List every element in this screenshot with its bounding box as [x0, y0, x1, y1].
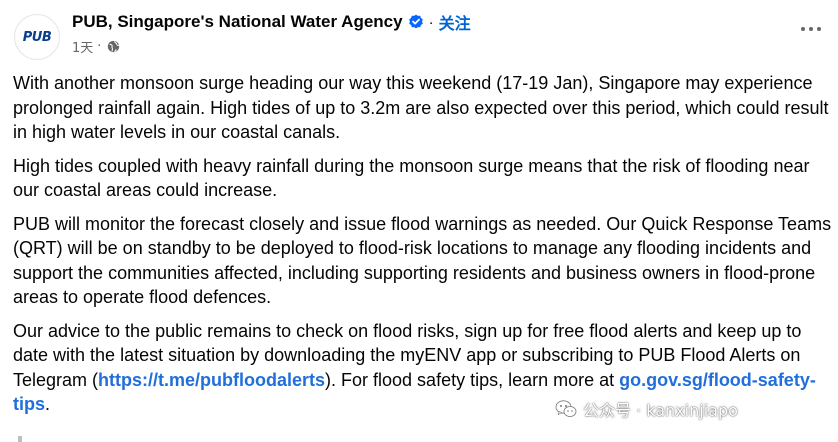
watermark-text: 公众号 · kanxinjiapo: [583, 401, 738, 420]
p4-text-3: .: [45, 394, 51, 414]
post-timestamp[interactable]: 1天: [72, 40, 94, 56]
telegram-link[interactable]: https://t.me/pubfloodalerts: [98, 369, 326, 390]
more-options-icon[interactable]: [796, 14, 826, 44]
page-avatar[interactable]: PUB: [14, 14, 60, 60]
post-body: With another monsoon surge heading our w…: [13, 71, 835, 426]
post-header: PUB PUB, Singapore's National Water Agen…: [12, 8, 826, 62]
p4-text-1: Our advice to the public remains to chec…: [13, 320, 802, 390]
name-row: PUB, Singapore's National Water Agency ·…: [72, 10, 471, 34]
post-paragraph-4: Our advice to the public remains to chec…: [13, 319, 835, 417]
post-paragraph-2: High tides coupled with heavy rainfall d…: [13, 155, 810, 201]
pub-logo: PUB: [22, 29, 52, 45]
separator-dot: ·: [428, 13, 434, 31]
post-meta: 1天 ·: [72, 37, 120, 56]
flood-safety-link[interactable]: go.gov.sg/flood-safety-tips: [13, 369, 816, 415]
post-paragraph-3: PUB will monitor the forecast closely an…: [13, 213, 832, 308]
wechat-watermark: 公众号 · kanxinjiapo: [555, 398, 738, 420]
globe-icon[interactable]: [107, 40, 120, 53]
p4-text-2: ). For flood safety tips, learn more at: [325, 369, 620, 390]
meta-separator-dot: ·: [97, 38, 102, 54]
follow-button[interactable]: 关注: [438, 14, 471, 33]
page-name-link[interactable]: PUB, Singapore's National Water Agency: [72, 12, 403, 31]
bottom-edge-divider: [18, 436, 22, 442]
verified-badge-icon: [408, 14, 424, 30]
post-paragraph-1: With another monsoon surge heading our w…: [13, 73, 829, 142]
wechat-icon: [555, 399, 577, 419]
